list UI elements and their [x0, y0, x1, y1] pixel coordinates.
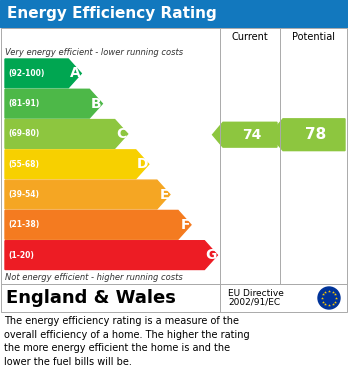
Text: The energy efficiency rating is a measure of the
overall efficiency of a home. T: The energy efficiency rating is a measur…	[4, 316, 250, 367]
Polygon shape	[213, 122, 277, 147]
Polygon shape	[5, 180, 170, 209]
Polygon shape	[5, 59, 81, 88]
Text: Very energy efficient - lower running costs: Very energy efficient - lower running co…	[5, 48, 183, 57]
Text: (81-91): (81-91)	[8, 99, 39, 108]
Text: B: B	[91, 97, 101, 111]
Text: (92-100): (92-100)	[8, 69, 45, 78]
Text: (1-20): (1-20)	[8, 251, 34, 260]
Text: EU Directive: EU Directive	[228, 289, 284, 298]
Text: A: A	[70, 66, 80, 81]
Polygon shape	[5, 89, 102, 118]
Bar	[1, 284, 347, 312]
Text: Energy Efficiency Rating: Energy Efficiency Rating	[7, 6, 217, 21]
Polygon shape	[5, 150, 149, 179]
Polygon shape	[5, 210, 191, 239]
Text: D: D	[136, 157, 148, 171]
Polygon shape	[270, 119, 345, 151]
Text: (69-80): (69-80)	[8, 129, 39, 138]
Text: Potential: Potential	[292, 32, 335, 43]
Text: C: C	[117, 127, 127, 141]
Bar	[0, 0, 348, 27]
Text: Not energy efficient - higher running costs: Not energy efficient - higher running co…	[5, 273, 183, 282]
Bar	[1, 28, 347, 284]
Text: (39-54): (39-54)	[8, 190, 39, 199]
Text: 2002/91/EC: 2002/91/EC	[228, 298, 280, 307]
Text: (55-68): (55-68)	[8, 160, 39, 169]
Polygon shape	[5, 241, 218, 269]
Text: (21-38): (21-38)	[8, 220, 39, 229]
Polygon shape	[5, 120, 128, 148]
Text: F: F	[181, 218, 190, 232]
Text: England & Wales: England & Wales	[6, 289, 176, 307]
Text: 74: 74	[242, 128, 261, 142]
Circle shape	[318, 287, 340, 309]
Text: Current: Current	[232, 32, 268, 43]
Text: E: E	[159, 188, 169, 201]
Text: 78: 78	[306, 127, 327, 142]
Text: G: G	[205, 248, 216, 262]
